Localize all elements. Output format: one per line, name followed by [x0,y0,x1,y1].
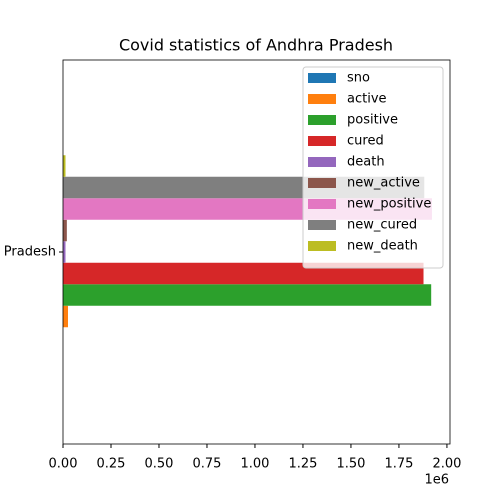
x-tick-label: 0.75 [192,457,221,472]
x-tick-label: 1.25 [288,457,317,472]
plot-frame [62,59,451,445]
bar [63,155,66,177]
x-tick-label: 1.75 [384,457,413,472]
legend-label: positive [347,113,398,128]
legend-swatch [308,241,336,251]
chart-title: Covid statistics of Andhra Pradesh [119,36,393,55]
x-tick-label: 1.50 [336,457,365,472]
legend-swatch [308,178,336,188]
legend-swatch [308,157,336,167]
legend-label: death [347,155,385,170]
x-tick-label: 0.00 [49,457,78,472]
legend-label: new_death [347,239,418,254]
y-tick-label: Andhra Pradesh [0,245,56,260]
legend-label: new_positive [347,197,431,212]
legend-swatch [308,115,336,125]
legend-label: new_cured [347,218,417,233]
legend-swatch [308,136,336,146]
legend-label: cured [347,134,384,149]
legend-swatch [308,94,336,104]
legend-label: new_active [347,176,420,191]
x-tick-label: 2.00 [432,457,461,472]
bar [63,284,432,306]
x-offset-label: 1e6 [424,473,449,488]
x-tick-label: 0.50 [145,457,174,472]
legend-label: active [347,92,387,107]
legend-swatch [308,73,336,83]
bar [63,305,68,328]
x-tick-label: 1.00 [240,457,269,472]
x-tick-label: 0.25 [97,457,126,472]
legend-swatch [308,199,336,209]
legend-swatch [308,220,336,230]
legend-label: sno [347,71,370,86]
bar [63,219,67,242]
legend-frame [302,66,444,269]
bar [63,241,66,263]
